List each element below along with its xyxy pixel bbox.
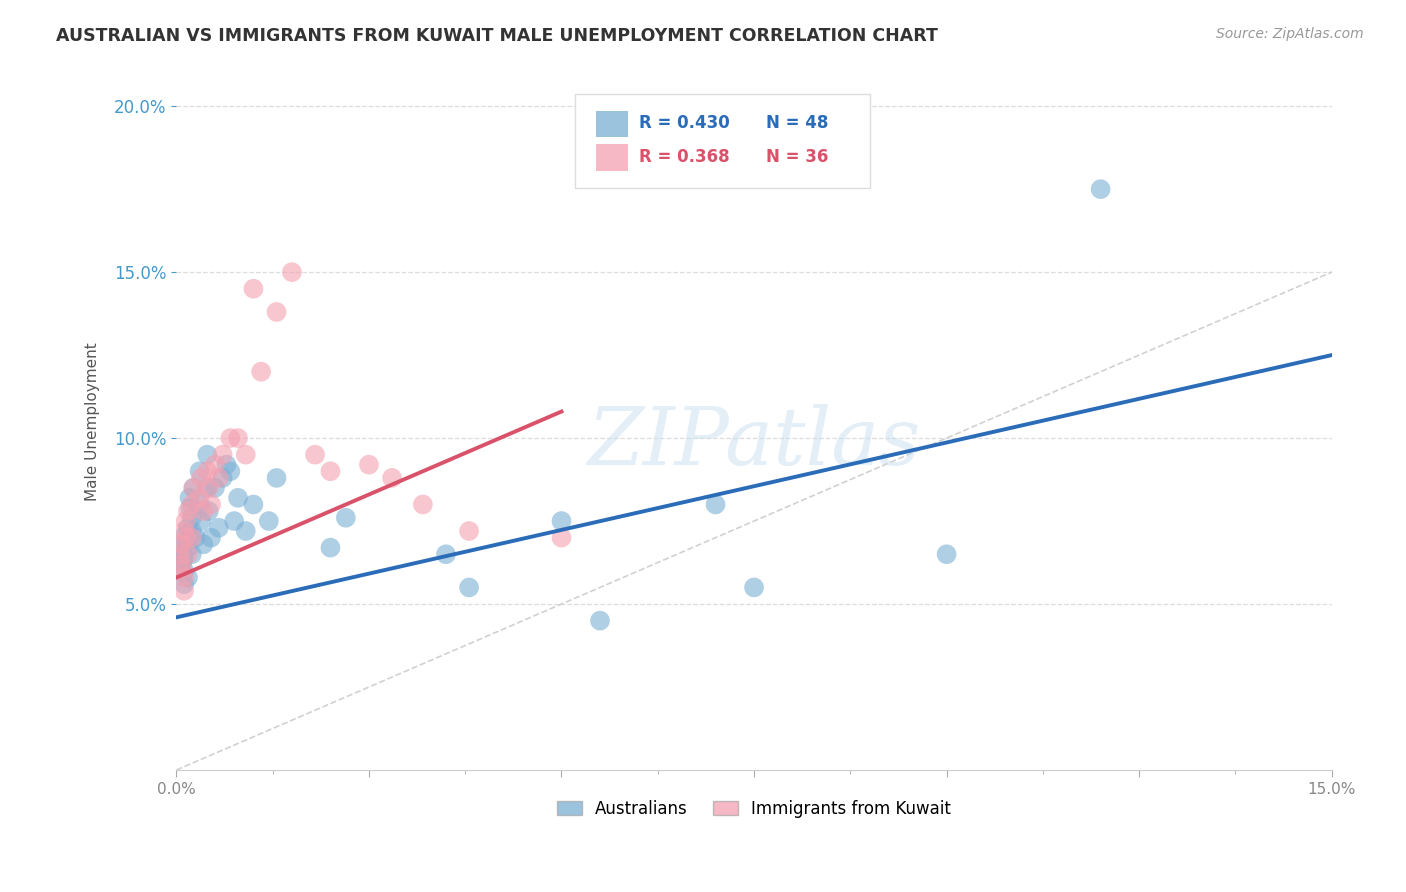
Point [204, 481, 226, 495]
Point [177, 547, 200, 561]
Point [1090, 182, 1112, 196]
Point [174, 527, 197, 541]
Point [242, 282, 264, 296]
Point [188, 464, 211, 478]
Point [180, 510, 202, 524]
Text: N = 48: N = 48 [766, 114, 828, 132]
Point [169, 547, 191, 561]
Text: AUSTRALIAN VS IMMIGRANTS FROM KUWAIT MALE UNEMPLOYMENT CORRELATION CHART: AUSTRALIAN VS IMMIGRANTS FROM KUWAIT MAL… [56, 27, 938, 45]
Point [188, 491, 211, 505]
Point [935, 547, 957, 561]
Point [184, 531, 207, 545]
Point [200, 531, 222, 545]
Bar [596, 111, 628, 137]
Point [266, 305, 288, 319]
Point [174, 514, 197, 528]
Point [190, 471, 212, 485]
Point [211, 448, 233, 462]
Point [224, 514, 246, 528]
Bar [596, 145, 628, 170]
Point [550, 531, 572, 545]
Point [195, 481, 218, 495]
Point [176, 533, 198, 548]
Point [458, 524, 481, 538]
Point [173, 537, 195, 551]
Point [180, 547, 202, 561]
Point [169, 558, 191, 572]
Point [197, 504, 219, 518]
Point [208, 521, 231, 535]
Point [235, 448, 257, 462]
Point [357, 458, 380, 472]
FancyBboxPatch shape [575, 94, 869, 188]
Text: R = 0.368: R = 0.368 [638, 147, 730, 166]
Point [200, 498, 222, 512]
Point [219, 464, 242, 478]
Point [195, 448, 218, 462]
Point [173, 570, 195, 584]
Point [704, 498, 727, 512]
Point [208, 471, 231, 485]
Point [434, 547, 457, 561]
Point [190, 514, 212, 528]
Text: Source: ZipAtlas.com: Source: ZipAtlas.com [1216, 27, 1364, 41]
Point [179, 500, 201, 515]
Point [173, 550, 195, 565]
Point [211, 471, 233, 485]
Text: ZIPatlas: ZIPatlas [588, 404, 921, 481]
Point [335, 510, 357, 524]
Point [177, 570, 200, 584]
Point [319, 541, 342, 555]
Point [550, 514, 572, 528]
Point [170, 564, 193, 578]
Point [304, 448, 326, 462]
Point [188, 498, 211, 512]
Point [180, 531, 202, 545]
Legend: Australians, Immigrants from Kuwait: Australians, Immigrants from Kuwait [550, 793, 957, 824]
Point [215, 458, 238, 472]
Point [173, 564, 195, 578]
Point [183, 481, 205, 495]
Point [204, 458, 226, 472]
Point [742, 581, 765, 595]
Point [173, 524, 195, 538]
Point [219, 431, 242, 445]
Point [226, 431, 249, 445]
Point [170, 558, 193, 572]
Point [193, 537, 215, 551]
Point [250, 365, 273, 379]
Point [170, 537, 193, 551]
Point [381, 471, 404, 485]
Point [172, 554, 194, 568]
Point [177, 521, 200, 535]
Point [176, 531, 198, 545]
Point [173, 583, 195, 598]
Point [226, 491, 249, 505]
Point [235, 524, 257, 538]
Point [242, 498, 264, 512]
Point [173, 577, 195, 591]
Point [183, 481, 205, 495]
Point [197, 481, 219, 495]
Text: R = 0.430: R = 0.430 [638, 114, 730, 132]
Point [180, 524, 202, 538]
Point [281, 265, 304, 279]
Point [179, 491, 201, 505]
Point [458, 581, 481, 595]
Y-axis label: Male Unemployment: Male Unemployment [86, 343, 100, 501]
Point [195, 464, 218, 478]
Point [177, 541, 200, 555]
Point [170, 547, 193, 561]
Point [266, 471, 288, 485]
Point [589, 614, 612, 628]
Point [319, 464, 342, 478]
Point [172, 564, 194, 578]
Point [412, 498, 434, 512]
Point [177, 504, 200, 518]
Text: N = 36: N = 36 [766, 147, 828, 166]
Point [180, 498, 202, 512]
Point [257, 514, 280, 528]
Point [193, 504, 215, 518]
